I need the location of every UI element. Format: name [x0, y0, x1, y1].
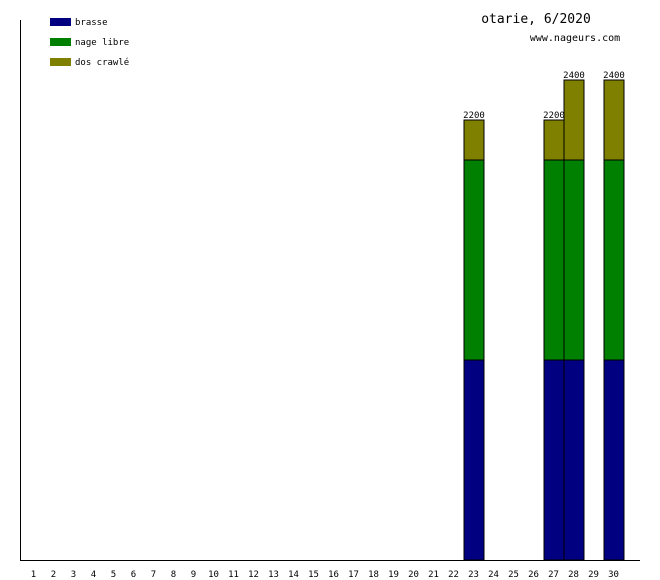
bar-segment-nage-libre-day-27	[543, 159, 565, 361]
bar-segment-nage-libre-day-28	[563, 159, 585, 361]
bar-segment-brasse-day-27	[543, 359, 565, 561]
bar-segment-brasse-day-30	[603, 359, 625, 561]
bar-segment-dos-crawl--day-28	[563, 79, 585, 161]
x-tick-label-4: 4	[91, 570, 96, 580]
x-tick-label-23: 23	[468, 570, 479, 580]
x-tick-label-5: 5	[111, 570, 116, 580]
x-tick-label-15: 15	[308, 570, 319, 580]
x-tick-label-13: 13	[268, 570, 279, 580]
bar-segment-dos-crawl--day-23	[463, 119, 485, 161]
chart-title: otarie, 6/2020	[481, 12, 591, 27]
x-tick-label-8: 8	[171, 570, 176, 580]
x-tick-label-30: 30	[608, 570, 619, 580]
x-tick-label-29: 29	[588, 570, 599, 580]
total-label-day-23: 2200	[463, 111, 485, 121]
bar-segment-brasse-day-23	[463, 359, 485, 561]
x-tick-label-14: 14	[288, 570, 299, 580]
x-tick-label-22: 22	[448, 570, 459, 580]
bar-segment-nage-libre-day-23	[463, 159, 485, 361]
x-tick-label-2: 2	[51, 570, 56, 580]
bars	[463, 79, 625, 561]
x-tick-label-26: 26	[528, 570, 539, 580]
x-tick-label-1: 1	[31, 570, 36, 580]
x-tick-label-17: 17	[348, 570, 359, 580]
legend-label-brasse: brasse	[75, 18, 108, 28]
total-label-day-30: 2400	[603, 71, 625, 81]
x-tick-label-6: 6	[131, 570, 136, 580]
bar-segment-brasse-day-28	[563, 359, 585, 561]
x-tick-label-11: 11	[228, 570, 239, 580]
chart-subtitle: www.nageurs.com	[530, 33, 620, 44]
x-tick-label-19: 19	[388, 570, 399, 580]
x-tick-labels: 1 2 3 4 5 6 7 8 9 10 11 12 13 14 15 16 17 18 19 20 21 22 23 24 2…	[31, 570, 619, 580]
legend: brasse nage libre dos crawlé	[50, 18, 129, 68]
legend-label-nage-libre: nage libre	[75, 38, 129, 48]
x-tick-label-9: 9	[191, 570, 196, 580]
legend-label-dos-crawl-: dos crawlé	[75, 57, 129, 68]
total-label-day-27: 2200	[543, 111, 565, 121]
x-tick-label-24: 24	[488, 570, 499, 580]
legend-swatch-brasse	[50, 18, 71, 26]
total-labels: 2200 2200 2400 2400	[463, 71, 625, 121]
x-tick-label-28: 28	[568, 570, 579, 580]
x-tick-label-18: 18	[368, 570, 379, 580]
x-tick-label-7: 7	[151, 570, 156, 580]
x-tick-label-25: 25	[508, 570, 519, 580]
x-tick-label-10: 10	[208, 570, 219, 580]
x-tick-label-3: 3	[71, 570, 76, 580]
x-tick-label-21: 21	[428, 570, 439, 580]
x-tick-label-16: 16	[328, 570, 339, 580]
bar-segment-dos-crawl--day-30	[603, 79, 625, 161]
x-tick-label-20: 20	[408, 570, 419, 580]
bar-segment-dos-crawl--day-27	[543, 119, 565, 161]
bar-segment-nage-libre-day-30	[603, 159, 625, 361]
legend-swatch-dos-crawl-	[50, 58, 71, 66]
legend-swatch-nage-libre	[50, 38, 71, 46]
total-label-day-28: 2400	[563, 71, 585, 81]
x-tick-label-27: 27	[548, 570, 559, 580]
x-tick-label-12: 12	[248, 570, 259, 580]
